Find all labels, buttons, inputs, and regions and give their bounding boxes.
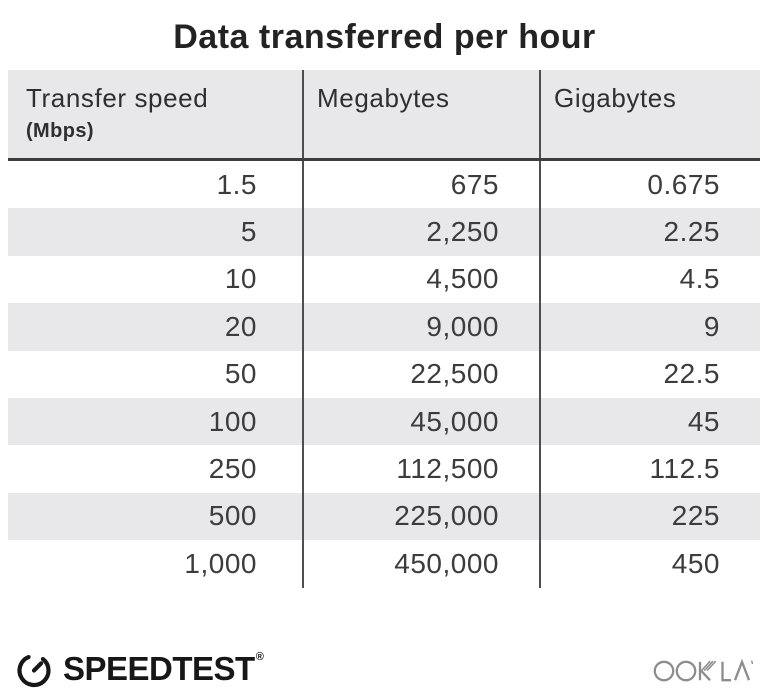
data-table: Transfer speed (Mbps) Megabytes Gigabyte… xyxy=(8,70,760,588)
cell-gigabytes: 225 xyxy=(539,492,760,541)
cell-megabytes: 2,250 xyxy=(302,208,539,256)
cell-transfer-speed: 5 xyxy=(240,216,257,248)
table-row: 1,000 450,000 450 xyxy=(8,540,760,588)
speedtest-wordmark: SPEEDTEST® xyxy=(63,649,264,689)
table-row: 100 45,000 45 xyxy=(8,397,760,446)
cell-transfer-speed: 1,000 xyxy=(184,547,257,579)
table-body: 1.5 675 0.675 5 2,250 2.25 10 4,500 4.5 … xyxy=(8,161,760,588)
ookla-logo xyxy=(653,655,757,683)
cell-gigabytes: 4.5 xyxy=(539,255,760,304)
cell-gigabytes: 9 xyxy=(539,303,760,351)
registered-trademark-symbol: ® xyxy=(255,651,264,663)
cell-megabytes: 225,000 xyxy=(302,492,539,541)
cell-megabytes: 45,000 xyxy=(302,397,539,446)
table-header-row: Transfer speed (Mbps) Megabytes Gigabyte… xyxy=(8,70,760,161)
header-label: Megabytes xyxy=(317,83,450,113)
table-row: 50 22,500 22.5 xyxy=(8,350,760,398)
cell-transfer-speed: 500 xyxy=(208,500,257,532)
cell-megabytes: 112,500 xyxy=(302,445,539,493)
speedtest-logo: SPEEDTEST® xyxy=(14,649,264,689)
table-row: 500 225,000 225 xyxy=(8,492,760,541)
header-cell-transfer-speed: Transfer speed (Mbps) xyxy=(8,70,302,158)
cell-megabytes: 675 xyxy=(302,161,539,209)
speedtest-label: SPEEDTEST xyxy=(63,650,255,687)
cell-transfer-speed: 50 xyxy=(224,358,257,390)
table-row: 20 9,000 9 xyxy=(8,303,760,351)
cell-gigabytes: 0.675 xyxy=(539,161,760,209)
header-cell-gigabytes: Gigabytes xyxy=(539,70,760,158)
cell-gigabytes: 2.25 xyxy=(539,208,760,256)
table-row: 1.5 675 0.675 xyxy=(8,161,760,209)
cell-gigabytes: 22.5 xyxy=(539,350,760,398)
table-row: 250 112,500 112.5 xyxy=(8,445,760,493)
header-label: Transfer speed xyxy=(26,83,209,113)
cell-transfer-speed: 100 xyxy=(208,405,257,437)
speedtest-gauge-icon xyxy=(14,649,54,689)
cell-gigabytes: 45 xyxy=(539,397,760,446)
header-unit-label: (Mbps) xyxy=(26,120,94,142)
cell-megabytes: 4,500 xyxy=(302,255,539,304)
cell-gigabytes: 450 xyxy=(539,540,760,588)
header-cell-megabytes: Megabytes xyxy=(302,70,539,158)
table-row: 10 4,500 4.5 xyxy=(8,255,760,304)
header-label: Gigabytes xyxy=(554,83,677,113)
cell-transfer-speed: 20 xyxy=(224,310,257,342)
cell-gigabytes: 112.5 xyxy=(539,445,760,493)
table-row: 5 2,250 2.25 xyxy=(8,208,760,256)
cell-transfer-speed: 1.5 xyxy=(216,168,257,200)
footer: SPEEDTEST® xyxy=(14,646,757,692)
cell-transfer-speed: 10 xyxy=(224,263,257,295)
cell-megabytes: 22,500 xyxy=(302,350,539,398)
cell-transfer-speed: 250 xyxy=(208,453,257,485)
cell-megabytes: 9,000 xyxy=(302,303,539,351)
page-title: Data transferred per hour xyxy=(173,18,596,56)
cell-megabytes: 450,000 xyxy=(302,540,539,588)
